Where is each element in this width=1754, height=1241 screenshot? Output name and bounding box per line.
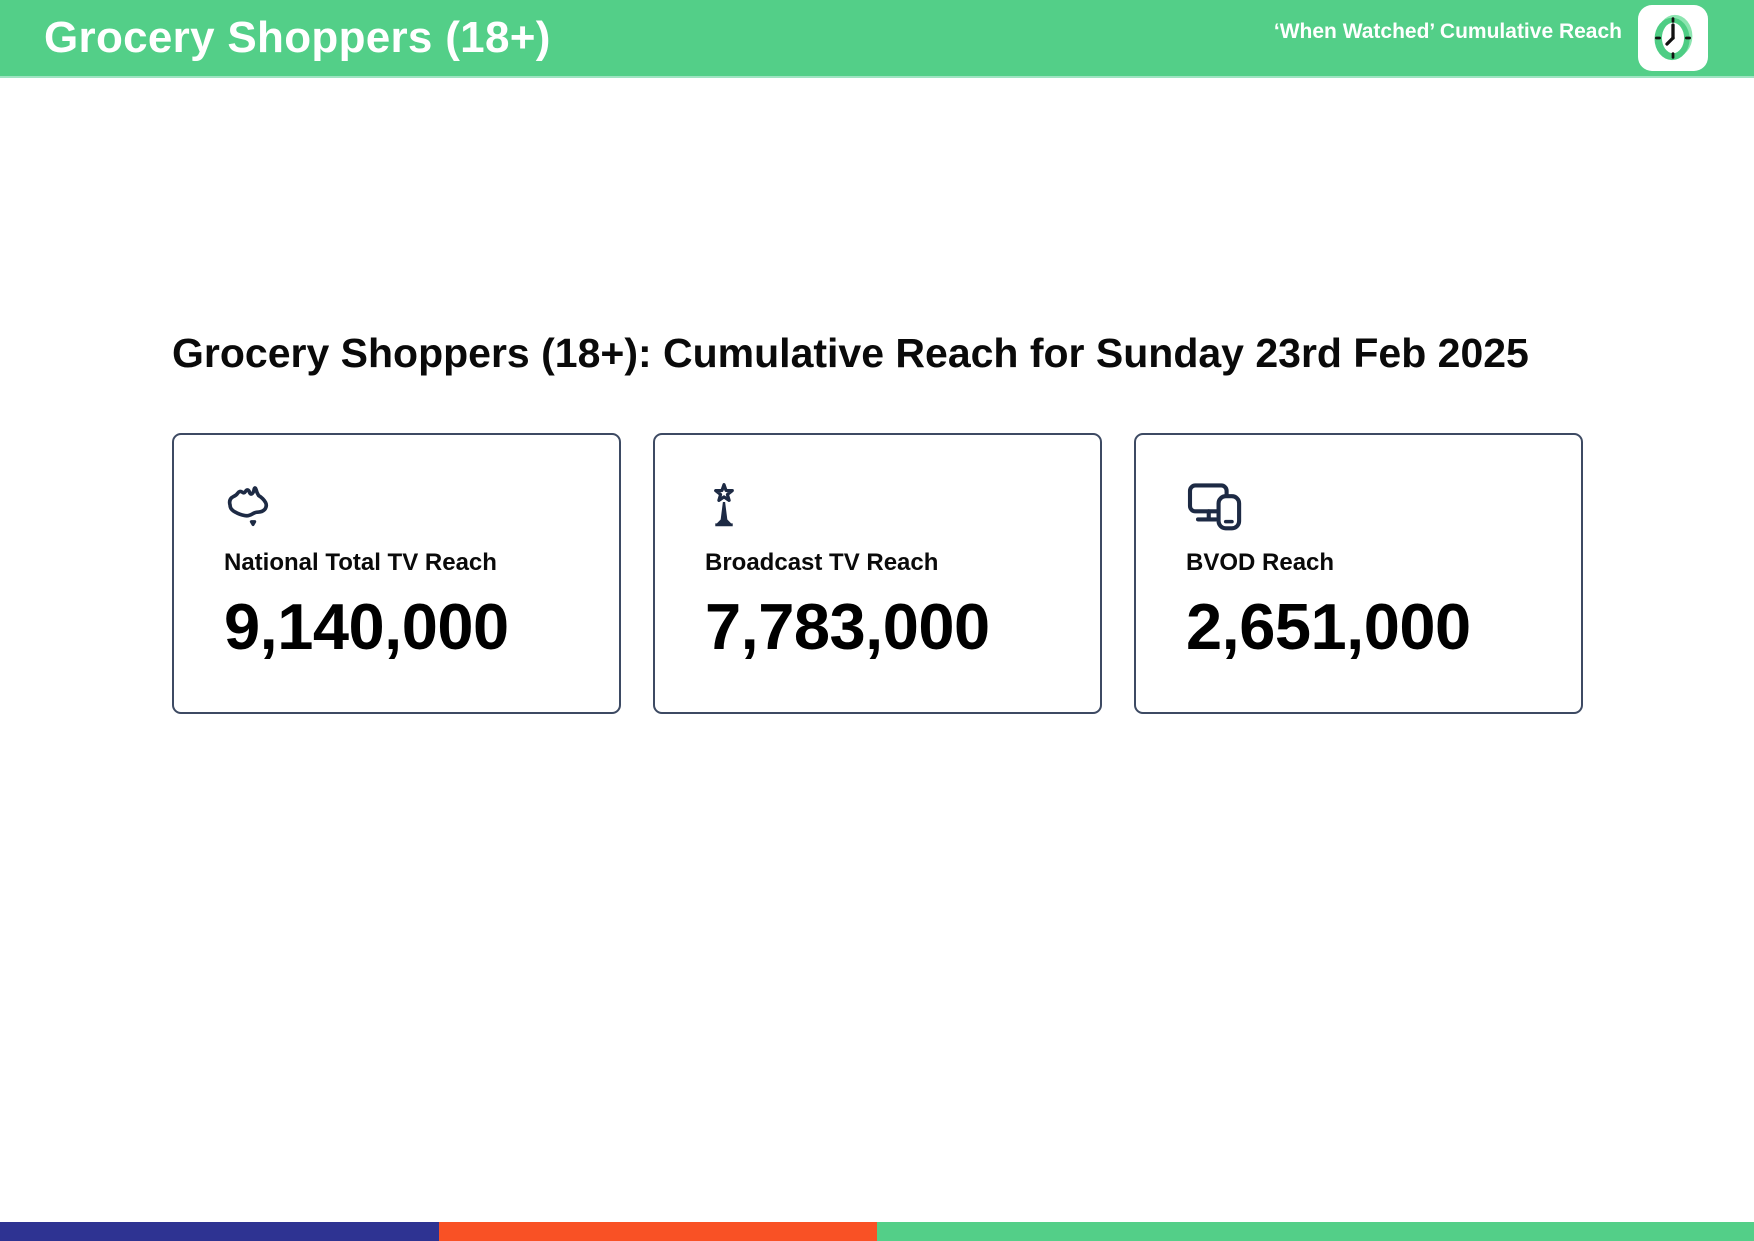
clock-icon	[1649, 12, 1697, 64]
kpi-value: 9,140,000	[224, 590, 509, 663]
header-bar: Grocery Shoppers (18+) ‘When Watched’ Cu…	[0, 0, 1754, 78]
kpi-value: 7,783,000	[705, 590, 990, 663]
broadcast-tower-icon	[705, 481, 1080, 531]
footer-segment-green	[877, 1222, 1754, 1241]
kpi-label: BVOD Reach	[1186, 549, 1335, 576]
logo-container	[1638, 5, 1708, 71]
header-right-group: ‘When Watched’ Cumulative Reach	[1274, 5, 1708, 71]
footer-segment-orange	[438, 1222, 877, 1241]
app-title: Grocery Shoppers (18+)	[44, 13, 551, 62]
devices-icon	[1186, 481, 1561, 531]
kpi-card-national-total-tv: National Total TV Reach 9,140,000	[172, 433, 621, 714]
kpi-label: Broadcast TV Reach	[705, 549, 939, 576]
footer-segment-blue	[0, 1222, 439, 1241]
page-title: Grocery Shoppers (18+): Cumulative Reach…	[172, 330, 1529, 376]
report-type-label: ‘When Watched’ Cumulative Reach	[1273, 20, 1622, 43]
kpi-label: National Total TV Reach	[224, 549, 497, 576]
kpi-card-row: National Total TV Reach 9,140,000 Broadc…	[172, 433, 1583, 714]
australia-map-icon	[224, 481, 599, 531]
kpi-value: 2,651,000	[1186, 590, 1471, 663]
kpi-card-broadcast-tv: Broadcast TV Reach 7,783,000	[653, 433, 1102, 714]
kpi-card-bvod: BVOD Reach 2,651,000	[1134, 433, 1583, 714]
footer-brand-bar	[0, 1222, 1754, 1241]
